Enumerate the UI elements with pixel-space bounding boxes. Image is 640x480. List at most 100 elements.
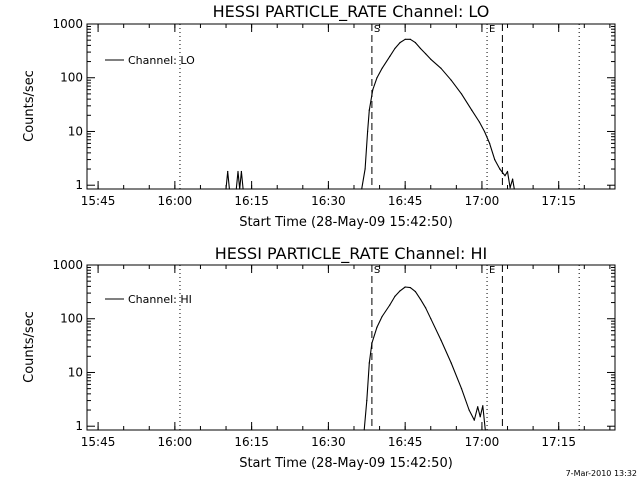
data-point: [504, 175, 506, 177]
legend-label: Channel: HI: [128, 293, 192, 306]
x-tick-label: 17:00: [465, 194, 500, 208]
y-tick-label: 1: [75, 419, 83, 433]
data-point: [468, 409, 470, 411]
data-point: [419, 298, 422, 300]
data-point: [509, 187, 511, 189]
x-tick-label: 17:00: [465, 435, 500, 449]
x-axis-label: Start Time (28-May-09 15:42:50): [239, 215, 453, 230]
legend: Channel: LO: [105, 54, 195, 67]
data-point: [409, 38, 411, 40]
data-point: [235, 188, 237, 190]
data-point: [430, 58, 432, 60]
series-layer: [363, 286, 486, 431]
data-point: [425, 53, 427, 55]
data-point: [450, 79, 452, 81]
y-axis-label: Counts/sec: [22, 70, 37, 142]
data-point: [506, 170, 509, 173]
timestamp: 7-Mar-2010 13:32: [566, 469, 637, 478]
data-point: [366, 400, 368, 402]
legend: Channel: HI: [105, 293, 192, 306]
data-point: [471, 109, 473, 111]
x-tick-label: 17:15: [541, 194, 576, 208]
data-point: [477, 406, 479, 408]
marker-label: S: [374, 265, 380, 276]
data-point: [394, 47, 396, 50]
data-point: [381, 67, 383, 69]
data-point: [227, 170, 229, 173]
data-point: [460, 93, 463, 95]
data-point: [361, 188, 363, 190]
data-point: [425, 307, 427, 309]
x-tick-label: 16:30: [311, 435, 346, 449]
data-point: [430, 318, 432, 320]
data-point: [364, 168, 366, 170]
x-axis-label: Start Time (28-May-09 15:42:50): [239, 456, 453, 471]
series-layer: [225, 38, 515, 190]
x-tick-label: 17:15: [541, 435, 576, 449]
data-point: [499, 168, 501, 170]
data-point: [240, 170, 242, 173]
data-point: [371, 342, 373, 344]
data-point: [376, 326, 378, 328]
data-point: [389, 55, 391, 58]
data-point: [482, 405, 484, 407]
chart-title: HESSI PARTICLE_RATE Channel: HI: [215, 244, 488, 264]
marker-label: E: [489, 265, 495, 276]
data-point: [372, 89, 374, 91]
x-tick-label: 16:45: [388, 435, 423, 449]
data-point: [368, 109, 370, 111]
data-point: [242, 188, 244, 190]
chart-title: HESSI PARTICLE_RATE Channel: LO: [213, 2, 490, 22]
data-point: [479, 416, 481, 418]
data-point: [419, 47, 422, 50]
y-tick-label: 1: [75, 178, 83, 192]
data-point: [389, 304, 391, 306]
x-tick-label: 15:45: [81, 435, 116, 449]
data-point: [473, 419, 475, 421]
y-tick-label: 10: [68, 365, 83, 379]
data-point: [228, 188, 230, 190]
legend-label: Channel: LO: [128, 54, 195, 67]
x-tick-label: 16:30: [311, 194, 346, 208]
x-tick-label: 16:45: [388, 194, 423, 208]
data-point: [376, 77, 378, 79]
y-tick-label: 1000: [52, 17, 83, 31]
data-point: [478, 121, 480, 123]
x-tick-label: 16:15: [234, 194, 269, 208]
x-tick-label: 16:15: [234, 435, 269, 449]
x-tick-label: 16:00: [158, 435, 193, 449]
data-point: [363, 429, 365, 431]
data-point: [450, 362, 452, 364]
data-point: [404, 38, 406, 40]
data-point: [367, 130, 369, 133]
data-point: [399, 290, 401, 292]
series-line: [363, 286, 486, 431]
data-point: [440, 67, 442, 69]
y-tick-label: 10: [68, 124, 83, 138]
marker-label: S: [374, 24, 380, 35]
data-point: [409, 287, 411, 289]
y-tick-label: 1000: [52, 258, 83, 272]
y-tick-label: 100: [60, 312, 83, 326]
x-tick-label: 15:45: [81, 194, 116, 208]
axis-ticks: 15:45 16:00 16:15 16:30 16:45 17:00 17:15 1 10 10…: [52, 258, 615, 449]
data-point: [489, 142, 491, 144]
y-axis-label: Counts/sec: [22, 311, 37, 383]
x-tick-label: 16:00: [158, 194, 193, 208]
data-point: [494, 159, 496, 161]
data-point: [460, 388, 463, 390]
series-line: [225, 38, 515, 190]
data-point: [225, 188, 227, 190]
data-point: [483, 130, 486, 133]
data-point: [404, 286, 406, 288]
data-point: [239, 188, 241, 190]
y-tick-label: 100: [60, 71, 83, 85]
plot-frame: [86, 264, 616, 431]
marker-label: E: [489, 24, 495, 35]
data-point: [394, 295, 396, 297]
